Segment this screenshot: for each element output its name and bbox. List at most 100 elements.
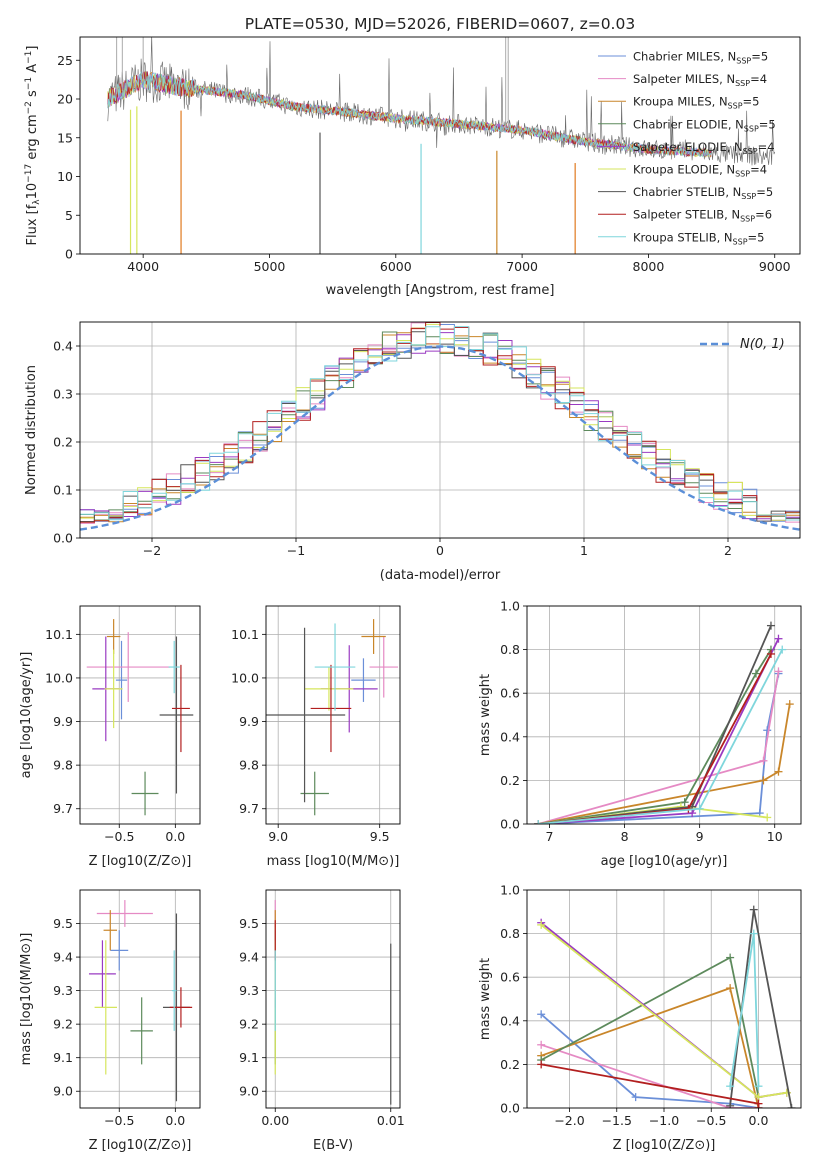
legend-name: Chabrier ELODIE, N bbox=[633, 117, 744, 131]
ylabel-part: Flux [f bbox=[25, 204, 40, 245]
spectrum-axes: 4000 5000 6000 7000 8000 9000 0 5 10 15 20 25 bbox=[57, 37, 791, 274]
mass_vs_Z-axes: −0.5 0.0 9.0 9.1 9.2 9.3 9.4 9.5 bbox=[53, 890, 200, 1128]
y-tick-label: 0 bbox=[65, 247, 73, 262]
legend-sub: SSP bbox=[740, 215, 755, 224]
weight-series-c1 bbox=[540, 1013, 759, 1108]
y-tick-label: 1.0 bbox=[500, 883, 520, 898]
y-tick-label: 9.4 bbox=[239, 950, 259, 965]
y-tick-label: 0.2 bbox=[500, 773, 520, 788]
x-tick-label: −1.5 bbox=[602, 1113, 632, 1128]
x-tick-label: −1.0 bbox=[649, 1113, 679, 1128]
legend-label: Salpeter MILES, NSSP=4 bbox=[633, 72, 767, 88]
legend-label: Kroupa MILES, NSSP=5 bbox=[633, 95, 759, 111]
legend-label: Kroupa STELIB, NSSP=5 bbox=[633, 230, 764, 246]
weight-series-c2 bbox=[540, 1043, 759, 1108]
mass_vs_ebv-axes: 0.00 0.01 9.0 9.1 9.2 9.3 9.4 9.5 bbox=[239, 890, 405, 1128]
legend-name: Salpeter STELIB, N bbox=[633, 208, 740, 222]
y-tick-label: 9.0 bbox=[239, 1084, 259, 1099]
y-tick-label: 10 bbox=[57, 169, 73, 184]
ylabel-part: ] bbox=[25, 46, 40, 51]
weight-series-c3 bbox=[538, 703, 791, 824]
y-tick-label: 9.1 bbox=[53, 1050, 73, 1065]
y-tick-label: 0.2 bbox=[53, 435, 73, 450]
x-tick-label: 0.01 bbox=[377, 1113, 405, 1128]
y-tick-label: 0.8 bbox=[500, 926, 520, 941]
spectrum-ylabel: Flux [fλ10−17 erg cm−2 s−1 A−1] bbox=[24, 46, 42, 246]
legend-sub: SSP bbox=[733, 237, 748, 246]
weight-series-c4 bbox=[538, 649, 772, 824]
y-tick-label: 0.6 bbox=[500, 970, 520, 985]
figure-title: PLATE=0530, MJD=52026, FIBERID=0607, z=0… bbox=[245, 15, 635, 33]
x-tick-label: −1 bbox=[287, 543, 305, 558]
residuals-axes: −2 −1 0 1 2 0.0 0.1 0.2 0.3 0.4 bbox=[53, 322, 800, 558]
ylabel-part: s bbox=[25, 90, 40, 101]
legend-label: Salpeter STELIB, NSSP=6 bbox=[633, 208, 772, 224]
x-tick-label: 4000 bbox=[127, 259, 159, 274]
legend-value: =5 bbox=[756, 185, 773, 199]
legend-name: Salpeter MILES, N bbox=[633, 72, 735, 86]
y-tick-label: 10.0 bbox=[45, 670, 73, 685]
legend-label: Chabrier ELODIE, NSSP=5 bbox=[633, 117, 776, 133]
x-tick-label: 2 bbox=[724, 543, 732, 558]
y-tick-label: 20 bbox=[57, 92, 73, 107]
x-tick-label: −2 bbox=[143, 543, 161, 558]
legend-value: =5 bbox=[748, 230, 765, 244]
legend-sub: SSP bbox=[744, 124, 759, 133]
plot-layer: 4000 5000 6000 7000 8000 90000510152025wavele… bbox=[19, 36, 802, 1153]
x-tick-label: 0.0 bbox=[749, 1113, 769, 1128]
legend-label: Kroupa ELODIE, NSSP=4 bbox=[633, 163, 767, 179]
residuals-ylabel: Normed distribution bbox=[24, 365, 39, 495]
age_vs_Z-frame bbox=[79, 605, 201, 825]
x-tick-label: 9 bbox=[696, 829, 704, 844]
weight-series-c5 bbox=[538, 638, 780, 824]
mass_vs_Z-points bbox=[88, 900, 193, 1102]
x-tick-label: 7000 bbox=[506, 259, 538, 274]
y-tick-label: 9.5 bbox=[53, 916, 73, 931]
y-tick-label: 10.1 bbox=[231, 627, 259, 642]
y-tick-label: 0.6 bbox=[500, 686, 520, 701]
legend-name: Kroupa STELIB, N bbox=[633, 230, 733, 244]
ylabel-part: −1 bbox=[24, 77, 34, 90]
y-tick-label: 0.0 bbox=[500, 1101, 520, 1116]
mass_vs_ebv-points bbox=[274, 900, 392, 1105]
x-tick-label: 5000 bbox=[254, 259, 286, 274]
y-tick-label: 25 bbox=[57, 53, 73, 68]
legend-value: =5 bbox=[751, 50, 768, 64]
weight_vs_Z-lines bbox=[537, 905, 796, 1108]
x-tick-label: 8000 bbox=[633, 259, 665, 274]
y-tick-label: 9.2 bbox=[53, 1017, 73, 1032]
hist-group bbox=[80, 322, 800, 531]
x-tick-label: 6000 bbox=[380, 259, 412, 274]
legend-value: =5 bbox=[759, 117, 776, 131]
spectrum-series-c9 bbox=[107, 71, 712, 158]
weight-series-c7 bbox=[729, 909, 793, 1108]
ylabel-part: A bbox=[25, 64, 40, 77]
legend-sub: SSP bbox=[735, 79, 750, 88]
legend-normal-label: N(0, 1) bbox=[740, 337, 785, 352]
hist-series-c9 bbox=[80, 326, 800, 521]
y-tick-label: 0.0 bbox=[500, 817, 520, 832]
age_vs_Z-xlabel: Z [log10(Z/Z⊙)] bbox=[89, 854, 192, 869]
x-tick-label: 0.0 bbox=[165, 829, 185, 844]
legend-value: =4 bbox=[750, 163, 767, 177]
x-tick-label: −0.5 bbox=[104, 1113, 134, 1128]
weight-series-c3 bbox=[540, 986, 760, 1108]
legend-sub: SSP bbox=[743, 147, 758, 156]
spectrum-xlabel: wavelength [Angstrom, rest frame] bbox=[326, 283, 555, 298]
y-tick-label: 0.0 bbox=[53, 531, 73, 546]
residuals-xlabel: (data-model)/error bbox=[380, 568, 501, 583]
y-tick-label: 0.1 bbox=[53, 483, 73, 498]
legend-label: Salpeter ELODIE, NSSP=4 bbox=[633, 140, 775, 156]
mass_vs_Z-ylabel: mass [log10(M/M⊙)] bbox=[19, 933, 34, 1066]
ylabel-part: erg cm bbox=[25, 114, 40, 163]
legend-value: =6 bbox=[755, 208, 772, 222]
x-tick-label: 0.00 bbox=[261, 1113, 289, 1128]
y-tick-label: 9.9 bbox=[239, 714, 259, 729]
age_vs_Z-ylabel: age [log10(age/yr)] bbox=[19, 652, 34, 779]
x-tick-label: −0.5 bbox=[104, 829, 134, 844]
weight_vs_age-ylabel: mass weight bbox=[478, 674, 493, 756]
y-tick-label: 0.4 bbox=[500, 1013, 520, 1028]
y-tick-label: 0.8 bbox=[500, 642, 520, 657]
legend-sub: SSP bbox=[736, 57, 751, 66]
